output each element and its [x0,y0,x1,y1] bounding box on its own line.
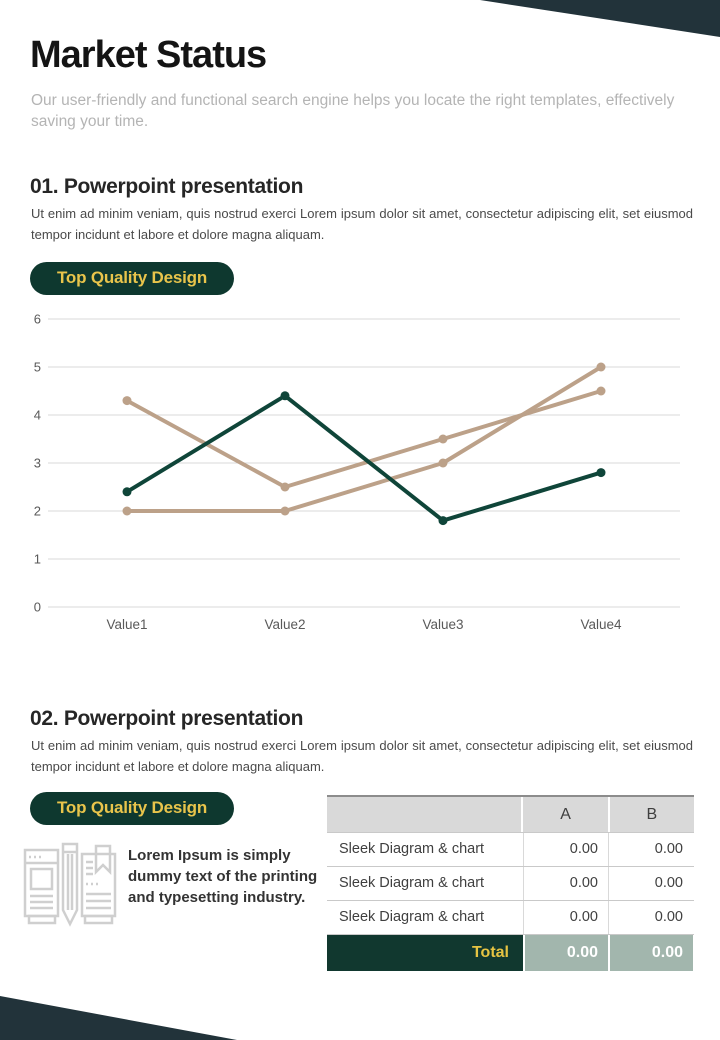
table-total-label: Total [327,935,523,971]
line-chart: 0 1 2 3 4 5 6 Value1 Value2 Value3 Value4 [34,312,680,632]
svg-text:3: 3 [34,456,41,471]
section2-body: Ut enim ad minim veniam, quis nostrud ex… [31,738,693,774]
svg-text:Value1: Value1 [106,617,147,632]
table-header-col-a: A [521,797,607,832]
line-chart-container: 0 1 2 3 4 5 6 Value1 Value2 Value3 Value4 [30,304,720,639]
table-cell-b: 0.00 [608,833,693,866]
data-table: A B Sleek Diagram & chart 0.00 0.00 Sleek D… [327,795,694,971]
table-cell-b: 0.00 [608,867,693,900]
table-cell-label: Sleek Diagram & chart [339,875,485,891]
top-right-corner-wedge [480,0,720,37]
table-total-a: 0.00 [523,935,608,971]
table-cell-b: 0.00 [608,901,693,934]
svg-text:Value3: Value3 [422,617,463,632]
section2-heading: 02. Powerpoint presentation [30,707,304,730]
table-header-empty [327,797,521,832]
svg-text:5: 5 [34,360,41,375]
svg-text:4: 4 [34,408,41,423]
svg-text:0: 0 [34,600,41,615]
table-row: Sleek Diagram & chart 0.00 0.00 [327,901,694,935]
svg-text:Value4: Value4 [580,617,622,632]
svg-text:2: 2 [34,504,41,519]
table-body: Sleek Diagram & chart 0.00 0.00 Sleek Diagr… [327,833,694,935]
section2-caption: Lorem Ipsum is simply dummy text of the … [128,847,318,906]
table-cell-label: Sleek Diagram & chart [339,841,485,857]
table-cell-a: 0.00 [523,867,608,900]
svg-text:Value2: Value2 [264,617,305,632]
document-pencil-icon [22,838,118,943]
page-title: Market Status [30,34,267,76]
table-cell-a: 0.00 [523,833,608,866]
svg-text:6: 6 [34,312,41,327]
bottom-left-corner-wedge [0,996,237,1040]
section1-body: Ut enim ad minim veniam, quis nostrud ex… [31,206,693,242]
table-cell-label: Sleek Diagram & chart [339,909,485,925]
table-header-row: A B [327,797,694,833]
table-row: Sleek Diagram & chart 0.00 0.00 [327,867,694,901]
table-cell-a: 0.00 [523,901,608,934]
page-subtitle: Our user-friendly and functional search … [31,92,675,130]
section1-heading: 01. Powerpoint presentation [30,175,304,198]
section1-quality-badge: Top Quality Design [30,262,235,295]
table-total-b: 0.00 [608,935,693,971]
section2-quality-badge: Top Quality Design [30,792,235,825]
svg-text:1: 1 [34,552,41,567]
table-header-col-b: B [607,797,694,832]
table-total-row: Total 0.00 0.00 [327,935,694,971]
table-row: Sleek Diagram & chart 0.00 0.00 [327,833,694,867]
